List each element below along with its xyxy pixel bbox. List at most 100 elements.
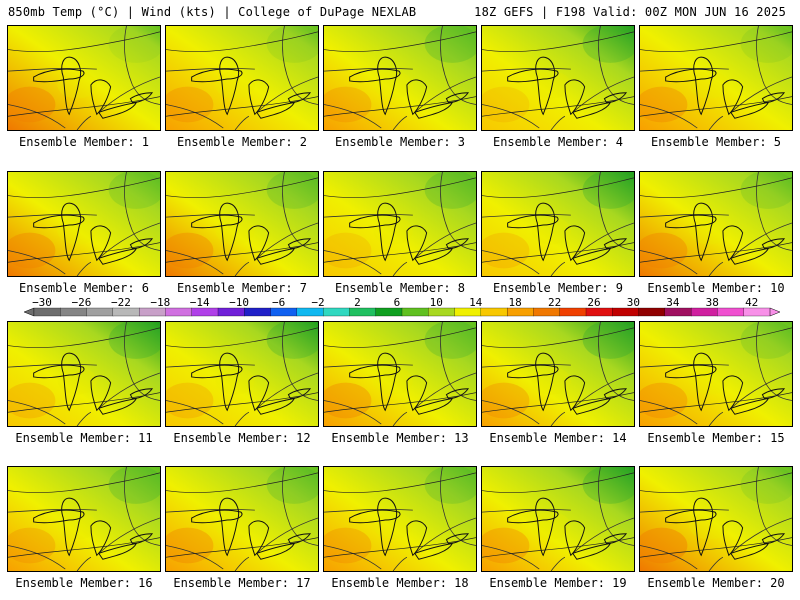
colorbar-swatch — [664, 307, 692, 317]
temperature-blob — [373, 512, 413, 540]
political-border — [550, 411, 566, 426]
temperature-blob — [640, 86, 688, 123]
ensemble-member-panel: Ensemble Member: 4 — [481, 25, 635, 157]
colorbar-swatch — [375, 307, 403, 317]
ensemble-member-label: Ensemble Member: 13 — [331, 431, 469, 445]
ensemble-member-panel: Ensemble Member: 11 — [7, 321, 161, 453]
great-lakes-outline — [248, 375, 270, 412]
great-lakes-outline — [33, 509, 85, 524]
temperature-map — [7, 25, 161, 131]
temperature-blob — [215, 512, 255, 540]
political-border — [8, 67, 97, 72]
height-contour — [640, 392, 792, 413]
ensemble-member-panel: Ensemble Member: 1 — [7, 25, 161, 157]
height-contour — [166, 327, 318, 348]
ensemble-member-panel: Ensemble Member: 9 — [481, 171, 635, 303]
political-border — [76, 556, 92, 571]
ensemble-member-panel: Ensemble Member: 19 — [481, 466, 635, 598]
ensemble-member-panel: Ensemble Member: 15 — [639, 321, 793, 453]
temperature-blob — [482, 86, 530, 123]
great-lakes-outline — [61, 497, 82, 557]
great-lakes-outline — [349, 509, 401, 524]
temperature-blob — [373, 217, 413, 245]
temperature-blob — [215, 367, 255, 395]
political-border — [598, 172, 634, 251]
great-lakes-outline — [535, 352, 556, 412]
temperature-blob — [166, 527, 214, 564]
height-contour — [166, 537, 318, 558]
ensemble-member-panel: Ensemble Member: 8 — [323, 171, 477, 303]
temperature-blob — [324, 527, 372, 564]
great-lakes-outline — [129, 92, 154, 104]
ensemble-member-label: Ensemble Member: 5 — [650, 135, 782, 149]
height-contour — [8, 31, 160, 52]
political-border — [324, 363, 413, 368]
political-border — [640, 213, 729, 218]
political-border — [640, 67, 729, 72]
height-contour — [166, 472, 318, 493]
temperature-blob — [373, 367, 413, 395]
height-contour — [8, 537, 160, 558]
political-border — [414, 372, 476, 409]
colorbar-tick-label: 2 — [354, 296, 361, 309]
height-contour — [166, 392, 318, 413]
colorbar-tick-label: −26 — [71, 296, 91, 309]
colorbar-swatch — [559, 307, 587, 317]
height-contour — [8, 392, 160, 413]
ensemble-member-panel: Ensemble Member: 7 — [165, 171, 319, 303]
valid-time: 18Z GEFS | F198 Valid: 00Z MON JUN 16 20… — [474, 5, 786, 19]
political-border — [572, 76, 634, 113]
ensemble-member-panel: Ensemble Member: 18 — [323, 466, 477, 598]
political-border — [166, 508, 255, 513]
temperature-blob — [215, 217, 255, 245]
great-lakes-outline — [564, 375, 586, 412]
height-contour — [324, 242, 476, 263]
height-contour — [8, 242, 160, 263]
political-border — [124, 322, 160, 401]
temperature-map — [7, 171, 161, 277]
ensemble-member-label: Ensemble Member: 15 — [647, 431, 785, 445]
great-lakes-outline — [564, 79, 586, 116]
political-border — [282, 172, 318, 251]
political-border — [256, 76, 318, 113]
political-border — [166, 213, 255, 218]
political-border — [730, 372, 792, 409]
political-border — [324, 213, 413, 218]
political-border — [756, 467, 792, 546]
height-contour — [482, 177, 634, 198]
political-border — [124, 467, 160, 546]
great-lakes-outline — [564, 225, 586, 262]
political-border — [640, 363, 729, 368]
great-lakes-outline — [377, 202, 398, 262]
temperature-blob — [8, 382, 56, 419]
temperature-blob — [8, 527, 56, 564]
ensemble-member-label: Ensemble Member: 2 — [176, 135, 308, 149]
great-lakes-outline — [406, 225, 428, 262]
political-border — [598, 322, 634, 401]
height-contour — [324, 96, 476, 117]
temperature-blob — [166, 382, 214, 419]
colorbar-swatch — [322, 307, 350, 317]
political-border — [708, 411, 724, 426]
height-contour — [482, 96, 634, 117]
ensemble-member-panel: Ensemble Member: 3 — [323, 25, 477, 157]
temperature-map — [481, 171, 635, 277]
temperature-map — [639, 321, 793, 427]
temperature-blob — [531, 71, 571, 99]
great-lakes-outline — [693, 497, 714, 557]
ensemble-member-label: Ensemble Member: 6 — [18, 281, 150, 295]
colorbar-max-arrow — [769, 307, 781, 317]
temperature-blob — [8, 86, 56, 123]
temperature-blob — [166, 86, 214, 123]
height-contour — [324, 327, 476, 348]
temperature-colorbar: −30 −26 −22 −18 −14 −10 −6 −2 2 6 10 14 18 22 26 30 34 38… — [23, 296, 781, 317]
great-lakes-outline — [219, 202, 240, 262]
political-border — [392, 115, 408, 130]
great-lakes-outline — [665, 509, 717, 524]
height-contour — [8, 327, 160, 348]
political-border — [550, 556, 566, 571]
great-lakes-outline — [445, 238, 470, 250]
ensemble-member-label: Ensemble Member: 16 — [15, 576, 153, 590]
political-border — [550, 115, 566, 130]
great-lakes-outline — [191, 364, 243, 379]
